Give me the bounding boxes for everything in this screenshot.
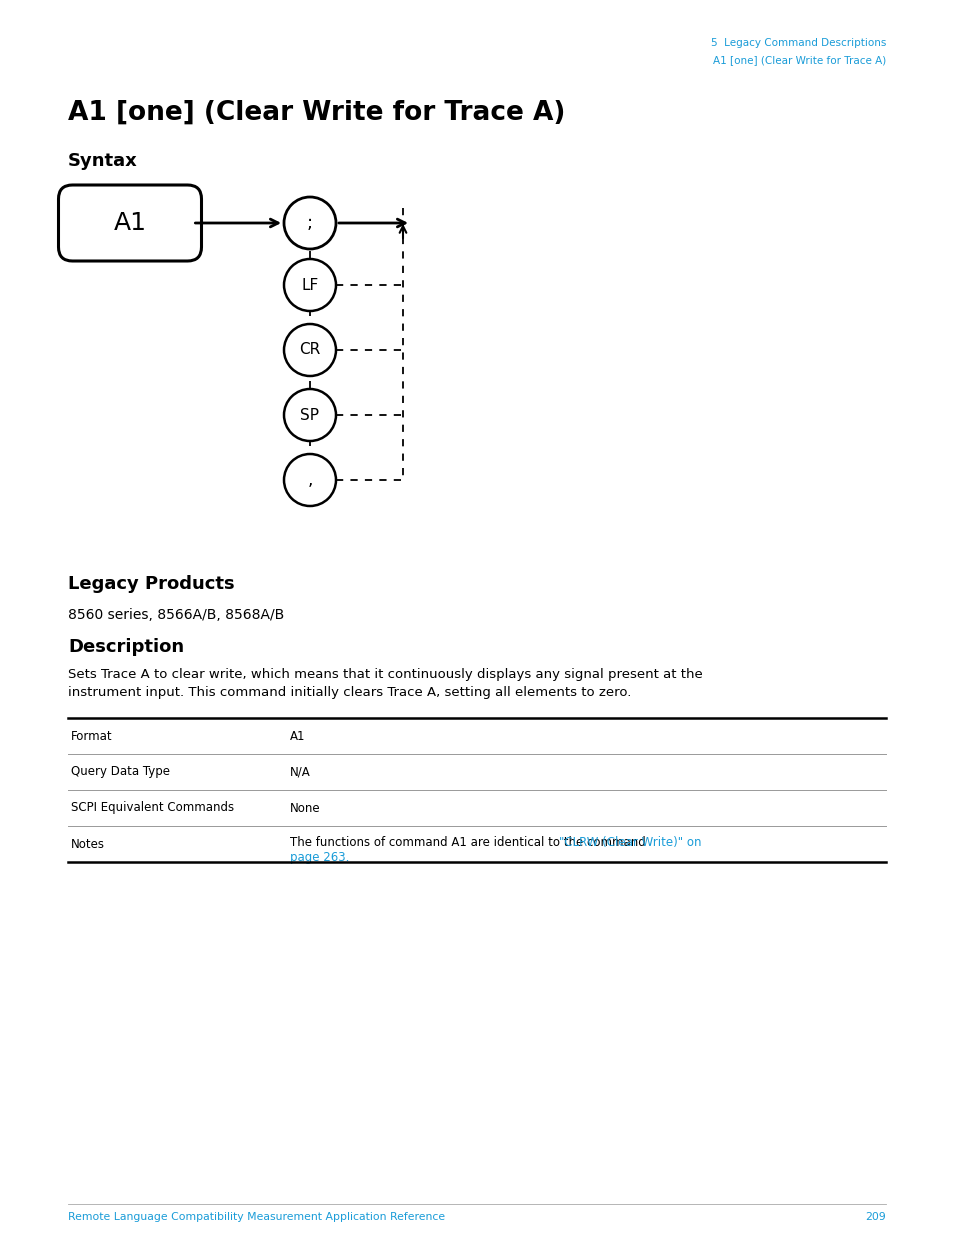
Text: A1 [one] (Clear Write for Trace A): A1 [one] (Clear Write for Trace A) (68, 100, 565, 126)
Text: SCPI Equivalent Commands: SCPI Equivalent Commands (71, 802, 233, 815)
Text: Remote Language Compatibility Measurement Application Reference: Remote Language Compatibility Measuremen… (68, 1212, 445, 1221)
Circle shape (284, 259, 335, 311)
Text: "CLRW (Clear Write)" on: "CLRW (Clear Write)" on (558, 836, 700, 848)
Text: None: None (290, 802, 320, 815)
Text: LF: LF (301, 278, 318, 293)
Text: ,: , (307, 471, 313, 489)
Text: N/A: N/A (290, 766, 311, 778)
Text: Syntax: Syntax (68, 152, 137, 170)
Circle shape (284, 324, 335, 375)
Circle shape (284, 389, 335, 441)
Text: ;: ; (307, 214, 313, 232)
Text: Description: Description (68, 638, 184, 656)
Text: A1: A1 (113, 211, 147, 235)
Text: Notes: Notes (71, 837, 105, 851)
Text: CR: CR (299, 342, 320, 357)
Text: Legacy Products: Legacy Products (68, 576, 234, 593)
Text: Query Data Type: Query Data Type (71, 766, 170, 778)
Text: instrument input. This command initially clears Trace A, setting all elements to: instrument input. This command initially… (68, 685, 631, 699)
Circle shape (284, 198, 335, 249)
Text: A1: A1 (290, 730, 305, 742)
Circle shape (284, 454, 335, 506)
Text: A1 [one] (Clear Write for Trace A): A1 [one] (Clear Write for Trace A) (712, 56, 885, 65)
Text: 5  Legacy Command Descriptions: 5 Legacy Command Descriptions (710, 38, 885, 48)
Text: 209: 209 (864, 1212, 885, 1221)
Text: page 263.: page 263. (290, 851, 349, 864)
Text: 8560 series, 8566A/B, 8568A/B: 8560 series, 8566A/B, 8568A/B (68, 608, 284, 622)
Text: The functions of command A1 are identical to the command: The functions of command A1 are identica… (290, 836, 649, 848)
Text: Sets Trace A to clear write, which means that it continuously displays any signa: Sets Trace A to clear write, which means… (68, 668, 702, 680)
Text: SP: SP (300, 408, 319, 422)
Text: Format: Format (71, 730, 112, 742)
FancyBboxPatch shape (58, 185, 201, 261)
